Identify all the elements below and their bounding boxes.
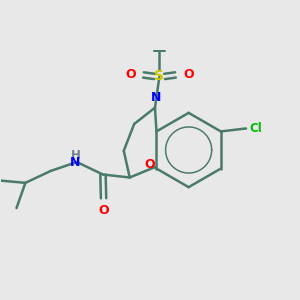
Text: O: O — [98, 204, 109, 217]
Text: N: N — [150, 91, 161, 104]
Text: Cl: Cl — [249, 122, 262, 135]
Text: O: O — [125, 68, 136, 82]
Text: N: N — [70, 155, 80, 169]
Text: O: O — [183, 68, 194, 82]
Text: H: H — [70, 149, 80, 162]
Text: O: O — [144, 158, 155, 171]
Text: S: S — [154, 69, 164, 83]
